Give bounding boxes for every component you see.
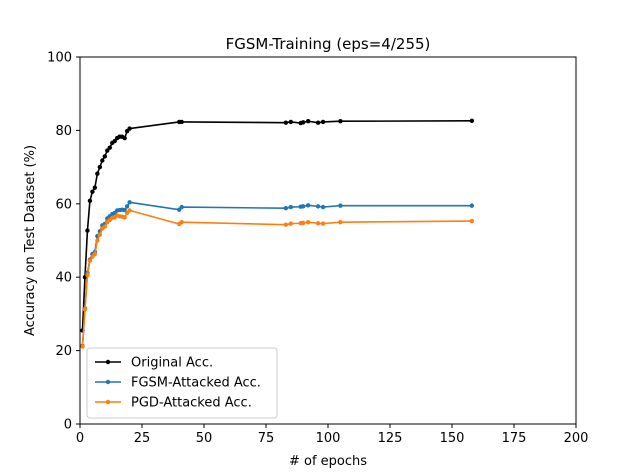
x-tick-label: 175 — [502, 431, 527, 446]
data-point — [179, 119, 184, 125]
x-tick-label: 0 — [76, 431, 84, 446]
data-point — [469, 218, 475, 224]
x-tick-label: 25 — [134, 431, 151, 446]
data-point — [283, 120, 289, 125]
y-tick-label: 0 — [64, 418, 72, 433]
data-point — [288, 119, 293, 125]
data-point — [87, 258, 93, 263]
data-point — [283, 222, 289, 227]
x-tick-label: 50 — [196, 431, 213, 446]
data-point — [320, 221, 326, 226]
y-axis: 0 20 40 60 80 100 — [47, 51, 80, 433]
legend-box — [86, 347, 278, 419]
data-point — [112, 138, 117, 144]
data-point — [315, 204, 321, 209]
data-point — [179, 204, 184, 210]
legend-label: FGSM-Attacked Acc. — [131, 376, 261, 391]
data-point — [305, 203, 311, 208]
legend: Original Acc. FGSM-Attacked Acc. PGD-Attac… — [86, 347, 278, 419]
data-point — [315, 120, 321, 125]
data-point — [338, 219, 343, 225]
data-point — [105, 148, 110, 153]
y-tick-label: 100 — [47, 51, 72, 66]
series-layer — [80, 118, 475, 349]
data-point — [320, 119, 326, 125]
legend-marker — [105, 359, 111, 365]
data-point — [80, 344, 85, 349]
chart-title: FGSM-Training (eps=4/255) — [226, 35, 431, 53]
legend-marker — [105, 379, 111, 385]
data-point — [82, 307, 88, 312]
data-point — [283, 206, 289, 211]
y-tick-label: 60 — [55, 197, 72, 212]
series-0 — [80, 118, 475, 333]
data-point — [469, 118, 475, 124]
data-point — [338, 119, 343, 124]
x-tick-label: 150 — [440, 431, 465, 446]
data-point — [102, 154, 108, 159]
x-tick-label: 200 — [564, 431, 589, 446]
data-point — [97, 232, 103, 237]
data-point — [124, 204, 130, 209]
data-point — [305, 219, 311, 225]
data-point — [122, 215, 127, 220]
data-point — [107, 145, 112, 150]
data-point — [288, 204, 293, 210]
legend-label: PGD-Attacked Acc. — [131, 396, 252, 411]
plot-area — [79, 56, 577, 425]
data-point — [127, 200, 132, 205]
data-point — [85, 228, 90, 233]
data-point — [469, 203, 475, 208]
x-axis-label: # of epochs — [289, 454, 367, 469]
data-point — [305, 119, 311, 124]
data-point — [95, 238, 100, 243]
data-point — [85, 272, 90, 278]
data-point — [338, 203, 343, 208]
data-point — [100, 158, 105, 163]
data-point — [301, 220, 306, 226]
data-point — [92, 251, 98, 257]
y-axis-label: Accuracy on Test Dataset (%) — [23, 145, 38, 336]
data-point — [87, 198, 93, 204]
x-tick-label: 100 — [316, 431, 341, 446]
data-point — [102, 224, 108, 229]
x-tick-label: 125 — [378, 431, 403, 446]
data-point — [301, 120, 306, 125]
legend-label: Original Acc. — [131, 356, 213, 371]
data-point — [122, 207, 127, 213]
x-tick-label: 75 — [258, 431, 275, 446]
data-point — [95, 171, 100, 176]
data-point — [97, 164, 103, 170]
data-point — [90, 189, 95, 194]
data-point — [315, 221, 321, 226]
y-tick-label: 40 — [55, 271, 72, 286]
y-tick-label: 80 — [55, 124, 72, 139]
data-point — [122, 135, 127, 141]
y-tick-label: 20 — [55, 344, 72, 359]
data-point — [179, 219, 184, 225]
data-point — [288, 221, 293, 226]
x-axis: 0 25 50 75 100 125 150 175 200 — [76, 424, 589, 446]
legend-marker — [105, 399, 111, 405]
data-point — [92, 185, 98, 190]
data-point — [301, 204, 306, 209]
data-point — [127, 126, 132, 131]
data-point — [320, 204, 326, 210]
data-point — [127, 208, 132, 213]
series-2 — [80, 208, 475, 349]
